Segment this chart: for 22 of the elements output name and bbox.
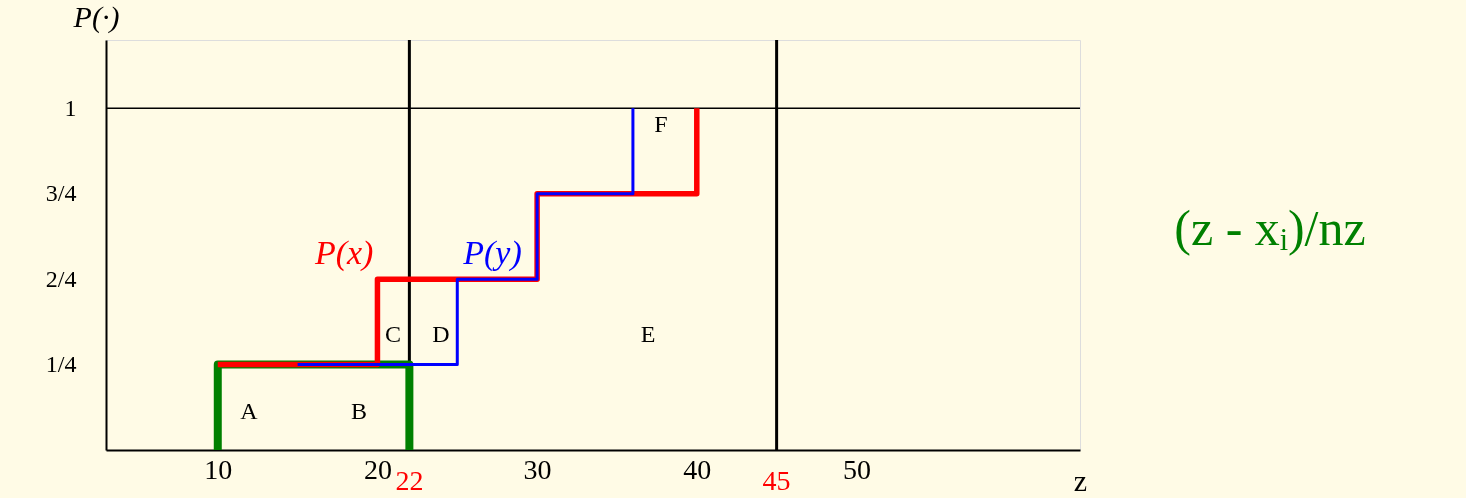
- series-label: P(y): [462, 234, 522, 273]
- y-tick-label: 2/4: [45, 265, 77, 292]
- x-tick-label: 40: [683, 453, 712, 485]
- x-tick-label: 30: [523, 453, 552, 485]
- annotation: E: [640, 321, 656, 347]
- y-tick-label: 1: [64, 94, 77, 121]
- x-tick-label: 20: [363, 453, 392, 485]
- annotation: F: [654, 111, 668, 137]
- ref-line-label: 22: [395, 465, 424, 496]
- annotation: D: [432, 321, 450, 347]
- series-label: P(x): [313, 234, 374, 273]
- y-tick-label: 1/4: [45, 351, 77, 378]
- x-axis-title: z: [1073, 463, 1088, 497]
- y-tick-label: 3/4: [45, 180, 77, 207]
- y-axis-title: P(·): [72, 0, 120, 34]
- ref-line-label: 45: [762, 465, 791, 496]
- annotation: B: [350, 398, 368, 424]
- text: (z - xᵢ)/nz: [1174, 200, 1366, 256]
- x-tick-label: 50: [842, 453, 871, 485]
- x-tick-label: 10: [204, 453, 233, 485]
- annotation: C: [384, 321, 402, 347]
- annotation: A: [240, 398, 259, 424]
